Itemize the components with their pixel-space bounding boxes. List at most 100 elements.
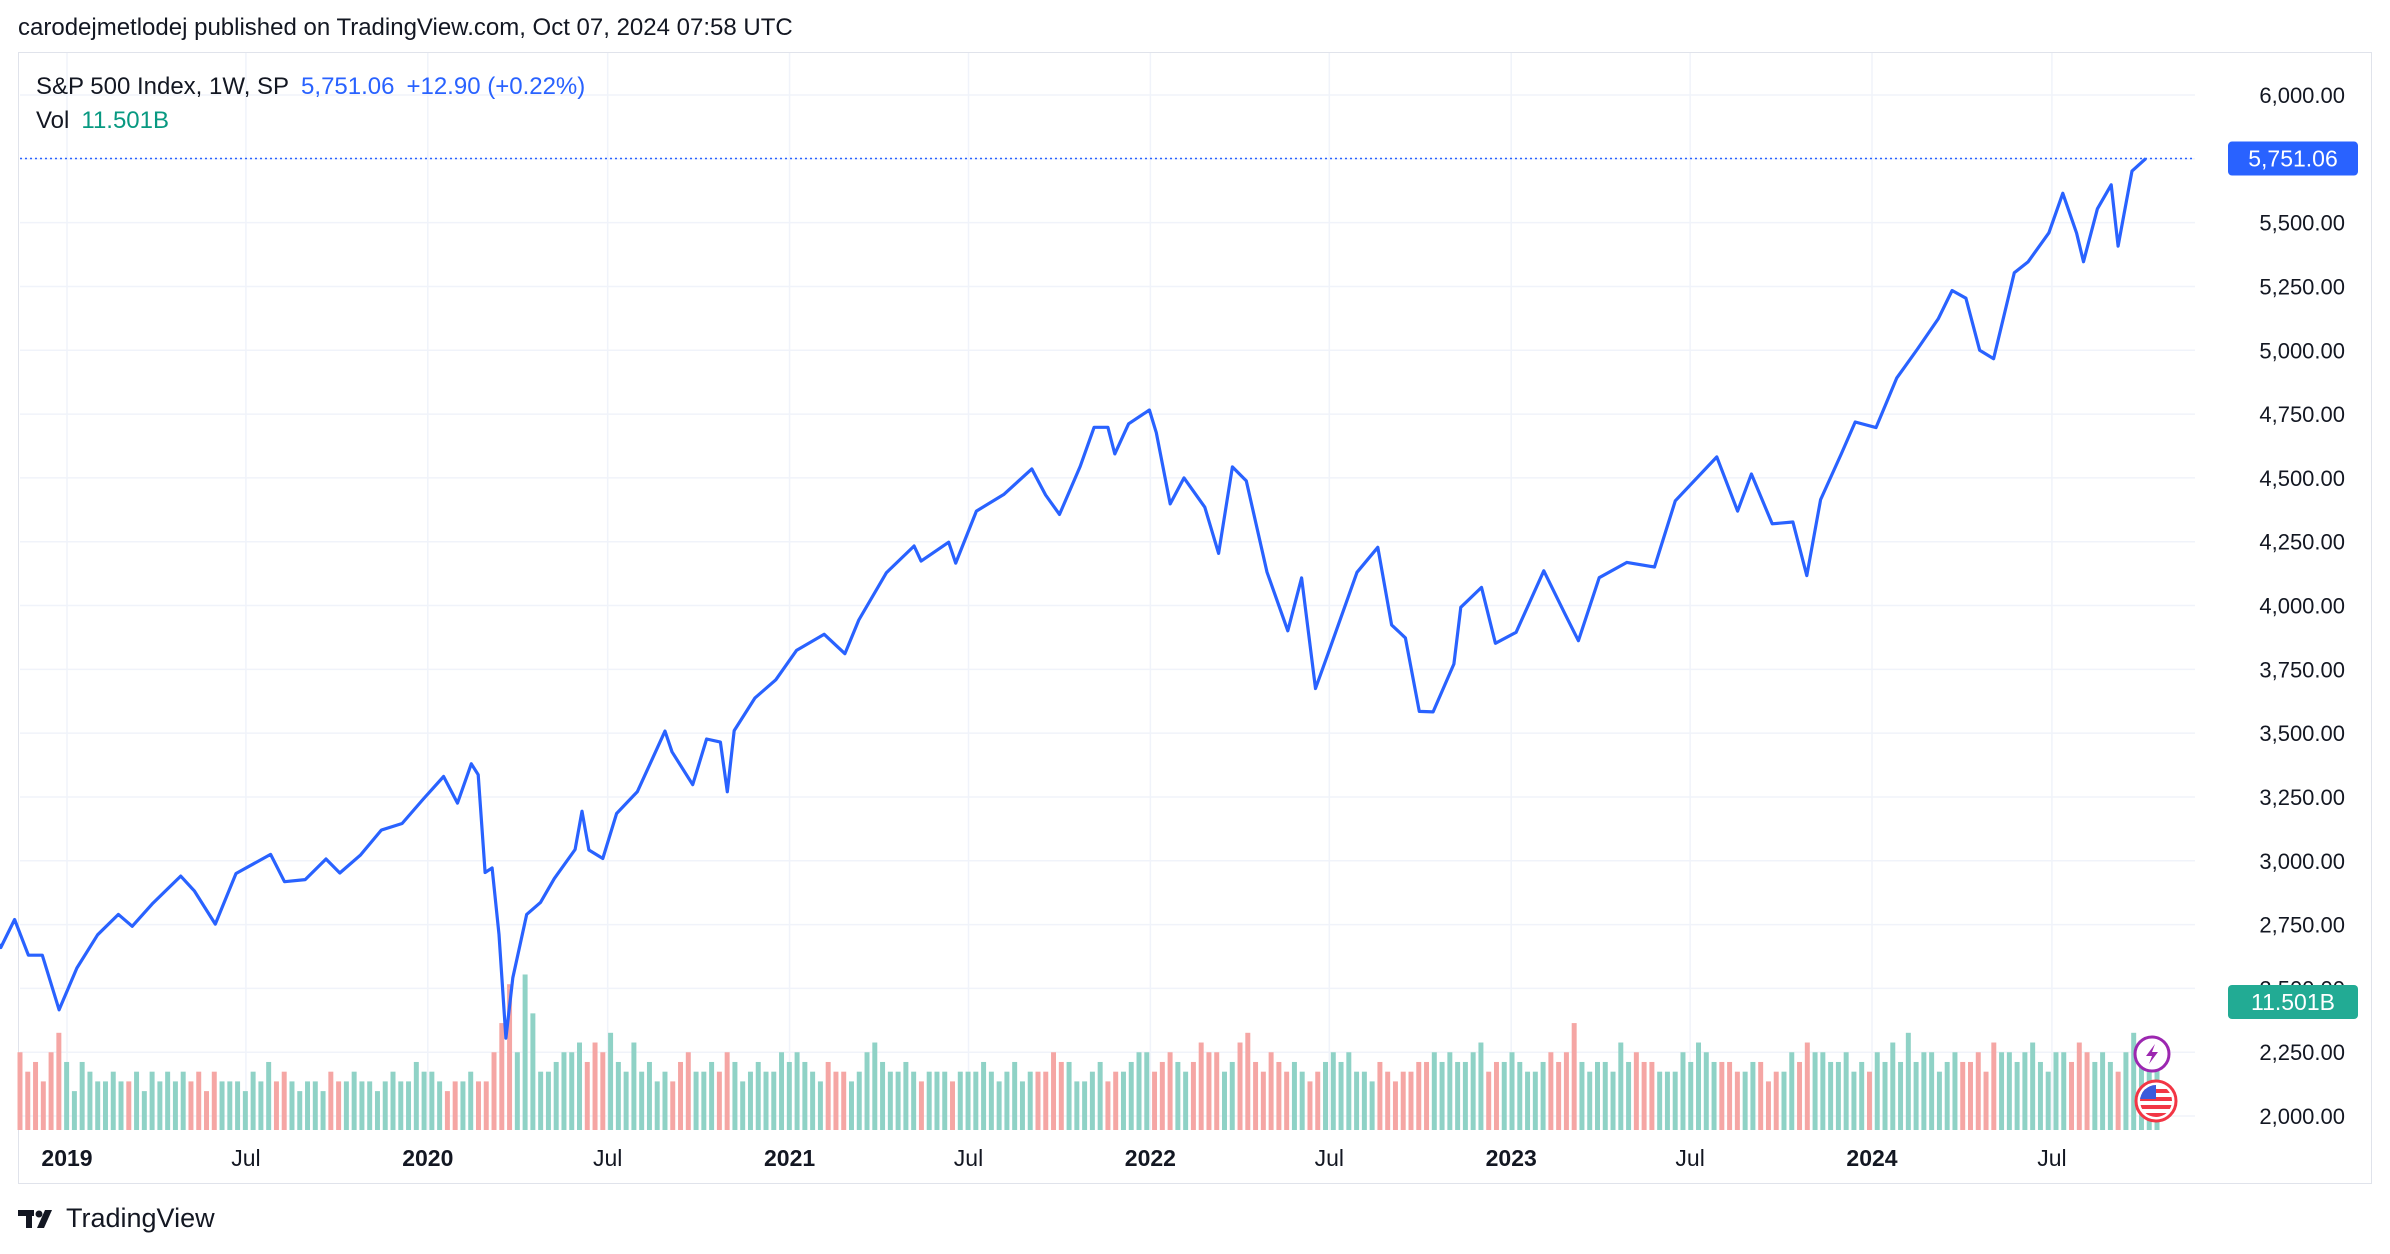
volume-bar [1804, 1042, 1810, 1130]
volume-bar [266, 1061, 272, 1130]
volume-bar [1089, 1071, 1095, 1130]
lightning-icon[interactable] [2133, 1035, 2171, 1073]
volume-bar [452, 1081, 458, 1130]
volume-bar [343, 1081, 349, 1130]
volume-bar [895, 1071, 901, 1130]
volume-bar [810, 1071, 816, 1130]
volume-bar [1719, 1061, 1725, 1130]
x-tick-label: 2021 [764, 1145, 815, 1171]
y-tick-label: 4,250.00 [2259, 530, 2345, 555]
y-tick-label: 3,000.00 [2259, 849, 2345, 874]
volume-bar [79, 1061, 85, 1130]
y-tick-label: 6,000.00 [2259, 83, 2345, 108]
volume-bar [359, 1081, 365, 1130]
volume-bar [281, 1071, 287, 1130]
y-tick-label: 3,250.00 [2259, 785, 2345, 810]
volume-bar [460, 1081, 466, 1130]
volume-bar [1400, 1071, 1406, 1130]
volume-bar [1540, 1061, 1546, 1130]
grid-lines [20, 53, 2195, 1130]
volume-bar [545, 1071, 551, 1130]
volume-bar [1812, 1052, 1818, 1130]
volume-bar [1672, 1071, 1678, 1130]
volume-bar [273, 1081, 279, 1130]
volume-bar [1890, 1042, 1896, 1130]
volume-bar [1602, 1061, 1608, 1130]
tradingview-logo-icon [18, 1208, 58, 1230]
y-axis[interactable]: 6,000.005,750.005,500.005,250.005,000.00… [2259, 83, 2345, 1129]
volume-bar [825, 1061, 831, 1130]
volume-bar [2084, 1052, 2090, 1130]
volume-bar [468, 1071, 474, 1130]
volume-bar [1664, 1071, 1670, 1130]
volume-bar [569, 1052, 575, 1130]
y-tick-label: 2,750.00 [2259, 913, 2345, 938]
volume-bar [390, 1071, 396, 1130]
volume-bar [1532, 1071, 1538, 1130]
volume-bar [514, 1052, 520, 1130]
volume-bar [499, 1023, 505, 1130]
volume-bar [942, 1071, 948, 1130]
volume-bar [2115, 1071, 2121, 1130]
volume-bar [724, 1052, 730, 1130]
x-tick-label: 2023 [1486, 1145, 1537, 1171]
volume-bar [1307, 1081, 1313, 1130]
volume-bar [1190, 1061, 1196, 1130]
volume-bar [367, 1081, 373, 1130]
volume-bar [227, 1081, 233, 1130]
volume-bar [437, 1081, 443, 1130]
chart-pane[interactable] [18, 52, 2372, 1184]
footer-brand[interactable]: TradingView [18, 1203, 215, 1234]
volume-bar [1641, 1061, 1647, 1130]
volume-bar [1097, 1061, 1103, 1130]
volume-bar [802, 1061, 808, 1130]
volume-bar [1610, 1071, 1616, 1130]
volume-bar [522, 974, 528, 1130]
volume-bar [110, 1071, 116, 1130]
y-tick-label: 5,500.00 [2259, 211, 2345, 236]
volume-bar [1447, 1052, 1453, 1130]
x-axis[interactable]: 2019 Jul 2020 Jul 2021 Jul 2022 Jul 2023 Jul 2024 J… [41, 1145, 2066, 1171]
volume-bar [678, 1061, 684, 1130]
volume-bar [1338, 1061, 1344, 1130]
volume-bar [1703, 1052, 1709, 1130]
y-tick-label: 3,500.00 [2259, 721, 2345, 746]
volume-bar [118, 1081, 124, 1130]
volume-bar [2037, 1061, 2043, 1130]
volume-bar [934, 1071, 940, 1130]
volume-bar [165, 1071, 171, 1130]
volume-bar [421, 1071, 427, 1130]
volume-bar [779, 1052, 785, 1130]
volume-bar [413, 1061, 419, 1130]
published-by-text: carodejmetlodej published on TradingView… [18, 14, 793, 41]
volume-bar [1781, 1071, 1787, 1130]
volume-bar [1027, 1071, 1033, 1130]
volume-bar [444, 1091, 450, 1130]
volume-bar [1851, 1071, 1857, 1130]
chart-legend[interactable]: S&P 500 Index, 1W, SP 5,751.06 +12.90 (+0.… [36, 70, 585, 138]
volume-bar [1369, 1081, 1375, 1130]
volume-bar [670, 1081, 676, 1130]
volume-bar [320, 1091, 326, 1130]
volume-bar [950, 1081, 955, 1130]
volume-bar [872, 1042, 878, 1130]
x-tick-label: Jul [1675, 1145, 1704, 1171]
volume-bar [1043, 1071, 1049, 1130]
volume-bar [1237, 1042, 1243, 1130]
volume-bar [1346, 1052, 1352, 1130]
volume-bar [1385, 1071, 1391, 1130]
volume-bar [1657, 1071, 1663, 1130]
volume-bar [1377, 1061, 1383, 1130]
us-flag-icon[interactable] [2134, 1079, 2178, 1123]
volume-bar [1120, 1071, 1126, 1130]
volume-bar [157, 1081, 163, 1130]
y-tick-label: 4,000.00 [2259, 594, 2345, 619]
volume-bar [1183, 1071, 1189, 1130]
volume-bar [87, 1071, 93, 1130]
volume-bar [95, 1081, 101, 1130]
volume-bar [2014, 1061, 2020, 1130]
volume-bar [102, 1081, 108, 1130]
volume-bar [429, 1071, 435, 1130]
volume-bar [17, 1052, 23, 1130]
